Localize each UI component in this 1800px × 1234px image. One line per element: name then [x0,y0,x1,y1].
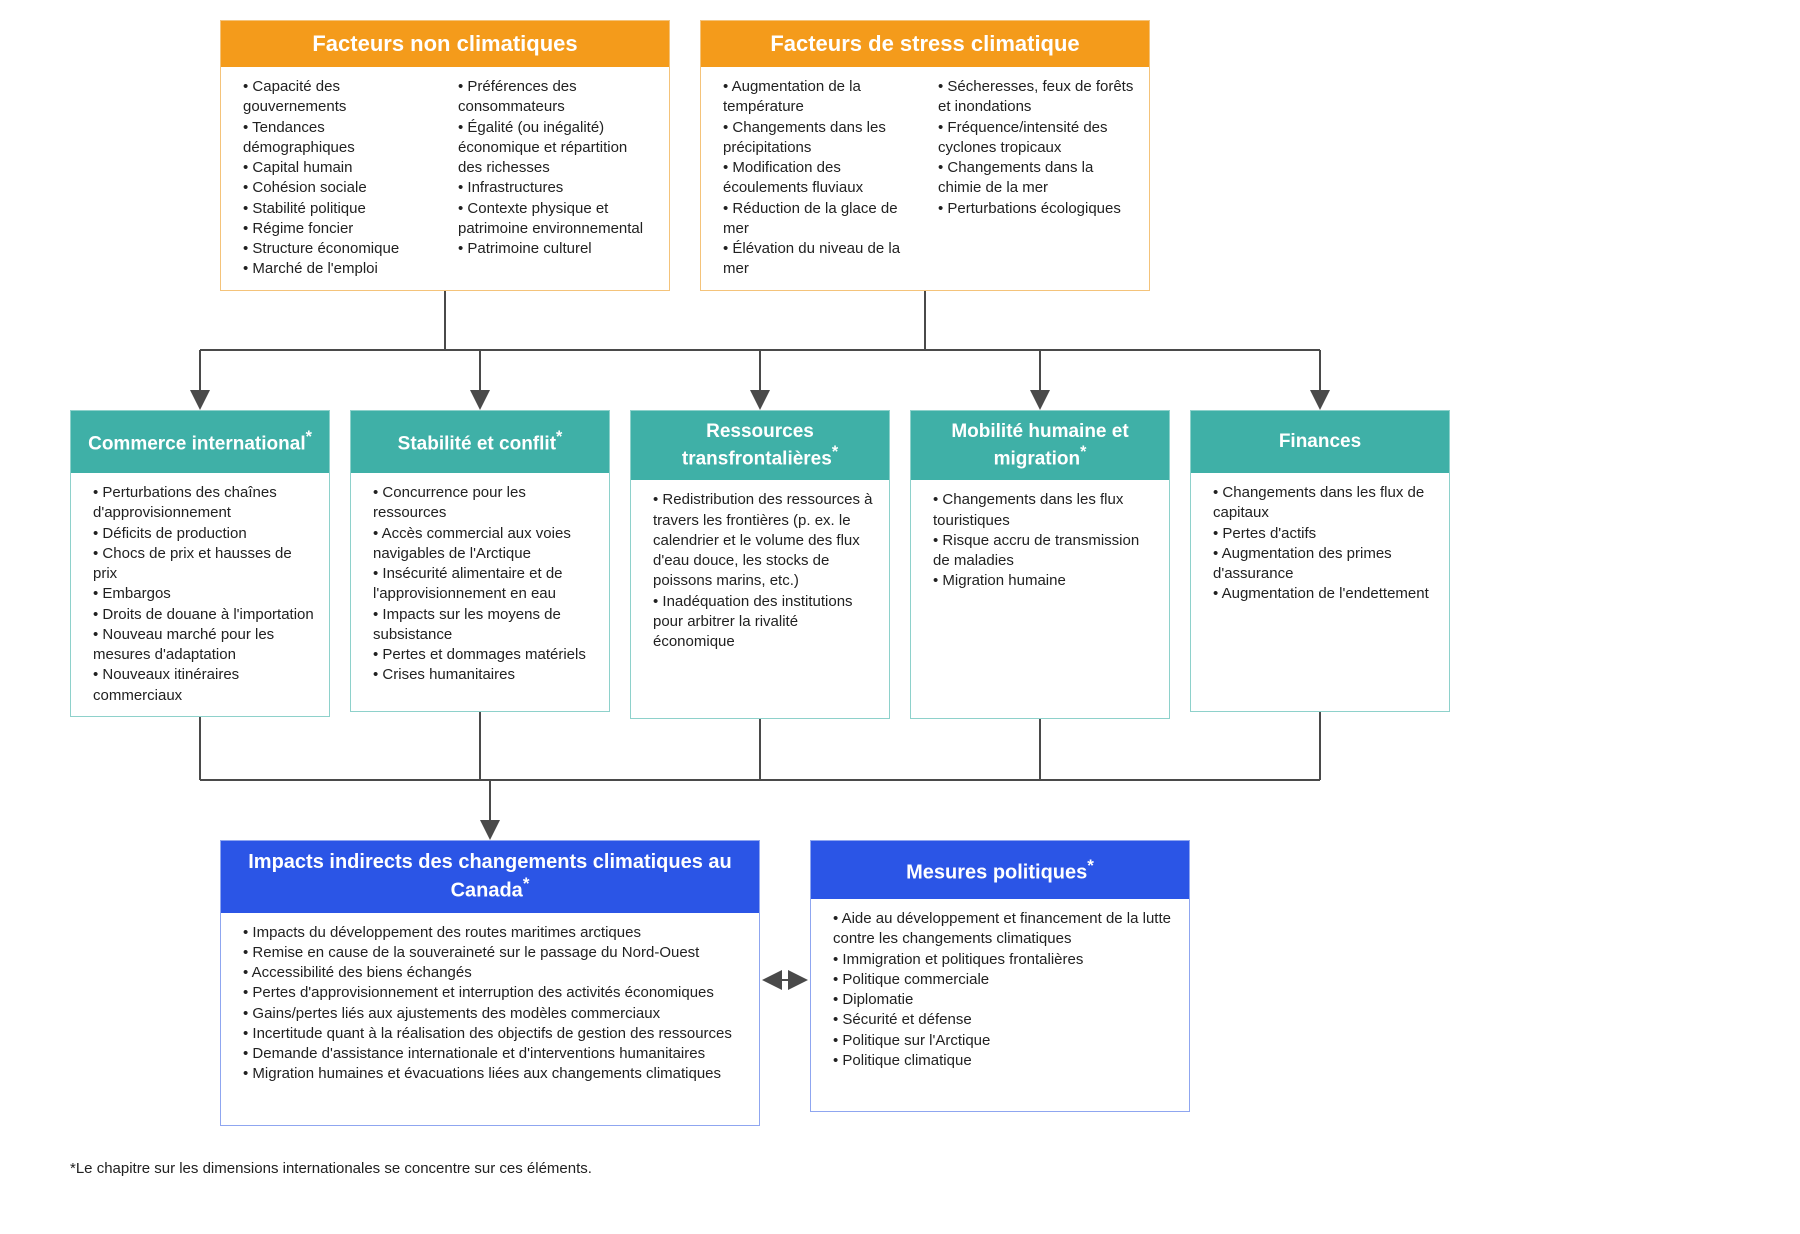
box-content-impacts: Impacts du développement des routes mari… [221,913,759,1125]
box-content-mobilite: Changements dans les flux touristiquesRi… [911,480,1169,718]
box-commerce: Commerce international*Perturbations des… [70,410,330,717]
box-header-impacts: Impacts indirects des changements climat… [221,841,759,913]
box-content-stress-climatique: Augmentation de la températureChangement… [701,67,1149,290]
box-content-ressources: Redistribution des ressources à travers … [631,480,889,718]
box-stabilite: Stabilité et conflit*Concurrence pour le… [350,410,610,712]
box-header-ressources: Ressources transfrontalières* [631,411,889,480]
box-ressources: Ressources transfrontalières*Redistribut… [630,410,890,719]
box-stress-climatique: Facteurs de stress climatiqueAugmentatio… [700,20,1150,291]
footnote-text: *Le chapitre sur les dimensions internat… [70,1160,592,1177]
box-content-finances: Changements dans les flux de capitauxPer… [1191,473,1449,711]
box-header-stress-climatique: Facteurs de stress climatique [701,21,1149,67]
box-header-finances: Finances [1191,411,1449,473]
box-content-non-climatiques: Capacité des gouvernementsTendances démo… [221,67,669,290]
box-header-non-climatiques: Facteurs non climatiques [221,21,669,67]
box-content-stabilite: Concurrence pour les ressourcesAccès com… [351,473,609,711]
box-header-mobilite: Mobilité humaine et migration* [911,411,1169,480]
box-header-commerce: Commerce international* [71,411,329,473]
box-content-commerce: Perturbations des chaînes d'approvisionn… [71,473,329,716]
box-impacts: Impacts indirects des changements climat… [220,840,760,1126]
box-non-climatiques: Facteurs non climatiquesCapacité des gou… [220,20,670,291]
box-header-stabilite: Stabilité et conflit* [351,411,609,473]
box-mobilite: Mobilité humaine et migration*Changement… [910,410,1170,719]
box-mesures: Mesures politiques*Aide au développement… [810,840,1190,1112]
box-content-mesures: Aide au développement et financement de … [811,899,1189,1111]
box-header-mesures: Mesures politiques* [811,841,1189,899]
box-finances: FinancesChangements dans les flux de cap… [1190,410,1450,712]
